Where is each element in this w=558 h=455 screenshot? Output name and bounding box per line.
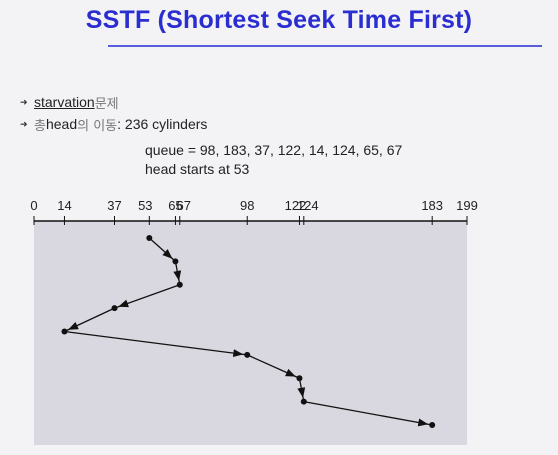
head-start-text: head starts at 53 xyxy=(145,161,250,177)
head-position-point xyxy=(296,375,303,382)
bullet-term: starvation xyxy=(34,94,95,110)
tick-label: 98 xyxy=(240,198,254,213)
head-move-segment xyxy=(64,330,248,356)
head-position-point xyxy=(111,305,118,312)
tick-label: 67 xyxy=(177,198,191,213)
bullet-arrow-icon: ➜ xyxy=(20,118,28,129)
title-underline xyxy=(108,45,542,47)
head-move-segment xyxy=(303,400,433,426)
direction-arrow xyxy=(68,321,79,330)
queue-text: queue = 98, 183, 37, 122, 14, 124, 65, 6… xyxy=(145,142,403,158)
bullet-head-movement: ➜ 총 head 의 이동 : 236 cylinders xyxy=(20,113,207,135)
head-position-point xyxy=(146,235,153,241)
bullet-starvation: ➜ starvation 문제 xyxy=(20,91,207,113)
bullet-rest: 문제 xyxy=(94,96,119,112)
direction-arrow xyxy=(285,368,296,377)
tick-label: 0 xyxy=(30,198,37,213)
head-position-point xyxy=(244,351,251,358)
tick-label: 37 xyxy=(107,198,121,213)
head-position-point xyxy=(61,328,68,335)
bullet-arrow-icon: ➜ xyxy=(20,96,28,107)
direction-arrow xyxy=(162,249,173,259)
tick-label: 122 xyxy=(285,198,307,213)
bullet-rest: : 236 cylinders xyxy=(117,116,208,132)
tick-label: 199 xyxy=(456,198,478,213)
head-position-point xyxy=(172,258,179,265)
bullet-middle: 의 이동 xyxy=(77,118,118,134)
head-position-point xyxy=(176,281,183,288)
head-position-point xyxy=(300,398,307,405)
queue-info: queue = 98, 183, 37, 122, 14, 124, 65, 6… xyxy=(145,141,402,179)
tick-label: 65 xyxy=(168,198,182,213)
bullet-list: ➜ starvation 문제 ➜ 총 head 의 이동 : 236 cyli… xyxy=(20,91,207,135)
bullet-term: head xyxy=(45,116,78,132)
tick-label: 53 xyxy=(138,198,152,213)
head-position-point xyxy=(429,422,436,428)
bullet-prefix: 총 xyxy=(34,118,46,134)
tick-label: 183 xyxy=(421,198,443,213)
tick-label: 124 xyxy=(297,198,319,213)
tick-label: 14 xyxy=(57,198,71,213)
direction-arrow xyxy=(118,299,130,308)
plot-background xyxy=(34,221,467,445)
slide-title: SSTF (Shortest Seek Time First) xyxy=(85,6,473,34)
